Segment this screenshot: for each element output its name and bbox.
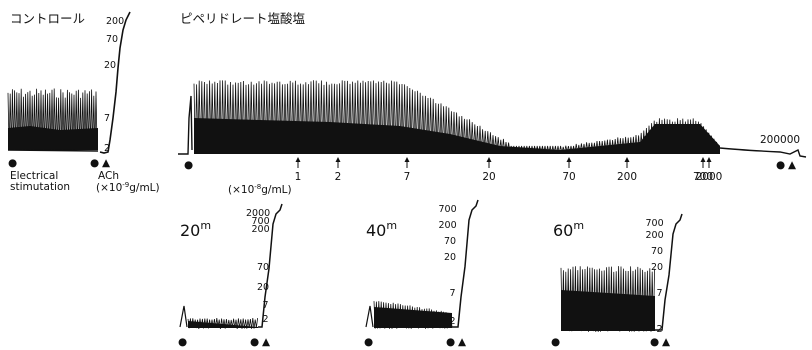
time-panel-0-tick-20: 20 (257, 282, 269, 293)
dose-label-1: 1 (295, 171, 302, 183)
control-tick-70: 70 (106, 34, 118, 45)
stimulation-label: stimutation (10, 181, 70, 193)
dose-label-70: 70 (562, 171, 575, 183)
main-end-label: 200000 (760, 134, 800, 146)
time-panel-1-tick-700: 700 (439, 204, 457, 215)
dose-arrowhead-70 (566, 157, 572, 162)
ach-unit: (×10-9g/mL) (96, 181, 160, 194)
dose-label-2000: 2000 (696, 171, 723, 183)
time-panel-2-tick-7: 7 (657, 288, 663, 299)
dose-label-20: 20 (482, 171, 495, 183)
main-end-ach-marker: ▲ (788, 159, 797, 171)
time-panel-0-tick-2: 2 (263, 314, 269, 325)
time-panel-1-stim-marker: ● (364, 336, 373, 348)
time-panel-2-tick-700: 700 (646, 218, 664, 229)
time-panel-1-tick-2: 2 (450, 316, 456, 327)
time-panel-1-ach-marker: ▲ (458, 336, 467, 348)
main-stimulation-trace (193, 80, 720, 154)
time-panel-0-tick-700: 700 (252, 216, 270, 227)
dose-arrowhead-700 (700, 157, 706, 162)
control-tick-20: 20 (104, 60, 116, 71)
dose-arrowhead-2000 (706, 157, 712, 162)
main-stim-marker: ● (184, 159, 193, 171)
time-label-20: 20m (180, 219, 211, 240)
time-panel-2-tick-200: 200 (646, 230, 664, 241)
control-tick-2: 2 (104, 143, 110, 154)
time-panel-0-tick-2000: 2000 (246, 208, 270, 219)
control-tick-7: 7 (104, 113, 110, 124)
time-panel-1-stim-marker-end: ● (446, 336, 455, 348)
time-panel-0-tick-200: 200 (252, 224, 270, 235)
ach-label: ACh (98, 170, 119, 182)
drug-unit: (×10-8g/mL) (228, 183, 292, 196)
time-panel-0-tick-7: 7 (263, 300, 269, 311)
time-panel-2-stim-marker-end: ● (650, 336, 659, 348)
time-panel-1-tick-20: 20 (444, 252, 456, 263)
time-label-40: 40m (366, 219, 397, 240)
dose-arrowhead-1 (295, 157, 301, 162)
control-stimulation-trace (7, 88, 99, 152)
time-panel-2-ach-marker: ▲ (662, 336, 671, 348)
control-stim-marker-end: ● (90, 157, 99, 169)
dose-arrowhead-200 (624, 157, 630, 162)
main-end-stim-marker: ● (776, 159, 785, 171)
control-heading: コントロール (10, 11, 85, 26)
time-panel-2-tick-2: 2 (657, 324, 663, 335)
dose-label-2: 2 (335, 171, 342, 183)
time-panel-1-tick-70: 70 (444, 236, 456, 247)
time-panel-2-tick-70: 70 (651, 246, 663, 257)
time-label-60: 60m (553, 219, 584, 240)
time-panel-0-stim-marker-end: ● (250, 336, 259, 348)
dose-arrowhead-2 (335, 157, 341, 162)
dose-label-700: 700 (693, 171, 713, 183)
time-panel-1-tick-7: 7 (450, 288, 456, 299)
dose-label-200: 200 (617, 171, 637, 183)
control-ach-marker: ▲ (102, 157, 111, 169)
dose-arrowhead-20 (486, 157, 492, 162)
time-panel-2-stim-marker: ● (551, 336, 560, 348)
control-ach-response-curve (99, 11, 131, 154)
drug-heading: ピペリドレート塩酸塩 (180, 11, 306, 26)
control-trace-panel: 200 70 20 7 2 ● ● ▲ Electrical stimutati… (7, 11, 160, 194)
control-tick-200: 200 (106, 16, 124, 27)
main-baseline-lead (178, 95, 193, 155)
time-panel-0-ach-marker: ▲ (262, 336, 271, 348)
time-panel-0-stim-marker: ● (178, 336, 187, 348)
time-panel-0-tick-70: 70 (257, 262, 269, 273)
control-stim-marker: ● (8, 157, 17, 169)
time-panel-2-tick-20: 20 (651, 262, 663, 273)
dose-label-7: 7 (404, 171, 411, 183)
electrical-label: Electrical (10, 170, 58, 182)
time-panel-1-tick-200: 200 (439, 220, 457, 231)
main-tail-trace (719, 147, 807, 158)
dose-arrowhead-7 (404, 157, 410, 162)
